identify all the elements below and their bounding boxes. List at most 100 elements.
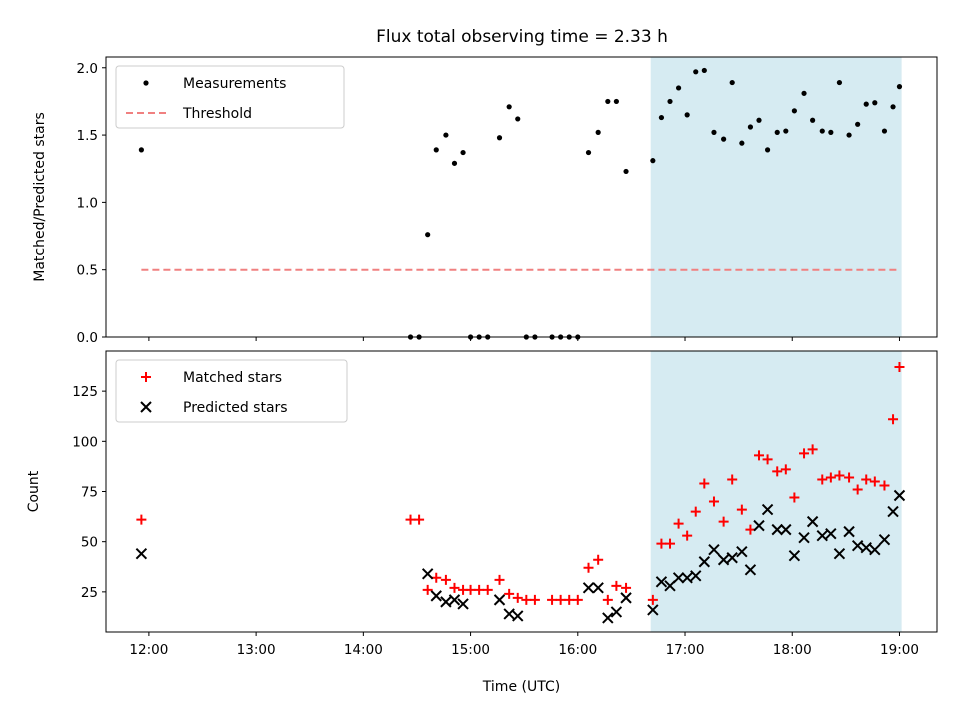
- predicted-stars-point: [448, 594, 461, 606]
- x-tick-label: 14:00: [344, 642, 383, 658]
- predicted-stars-point: [421, 568, 434, 580]
- y-axis-label: Matched/Predicted stars: [32, 112, 48, 282]
- y-tick-label: 25: [81, 585, 98, 601]
- predicted-stars-point: [135, 548, 148, 560]
- matched-stars-point: [852, 484, 863, 495]
- matched-stars-point: [861, 474, 872, 485]
- y-tick-label: 1.5: [77, 128, 98, 144]
- matched-stars-point: [894, 362, 905, 373]
- matched-stars-point: [727, 474, 738, 485]
- x-tick-label: 17:00: [666, 642, 705, 658]
- measurements-point: [451, 160, 458, 166]
- legend-label: Matched stars: [183, 370, 282, 386]
- measurements-point: [443, 132, 449, 138]
- y-tick-label: 2.0: [77, 61, 98, 77]
- y-tick-label: 75: [81, 485, 98, 501]
- predicted-stars-point: [655, 576, 668, 588]
- measurements-point: [801, 90, 807, 96]
- matched-stars-point: [708, 496, 719, 507]
- matched-stars-point: [736, 504, 747, 515]
- measurements-point: [828, 129, 834, 135]
- measurements-point: [496, 135, 503, 141]
- measurements-point: [721, 136, 727, 142]
- predicted-stars-point: [887, 505, 899, 518]
- y-tick-label: 100: [72, 434, 98, 450]
- measurements-point: [460, 149, 466, 156]
- measurements-point: [764, 147, 771, 153]
- measurements-point: [595, 129, 601, 135]
- predicted-stars-point: [440, 596, 452, 608]
- matched-stars-point: [673, 518, 684, 529]
- x-tick-label: 16:00: [558, 642, 597, 658]
- measurements-point: [747, 124, 754, 130]
- predicted-stars-point: [753, 519, 765, 532]
- x-tick-label: 19:00: [880, 642, 919, 658]
- matched-stars-point: [512, 592, 523, 603]
- matched-stars-point: [440, 574, 451, 585]
- measurements-point: [138, 147, 144, 153]
- matched-stars-point: [583, 562, 594, 573]
- measurements-point: [675, 85, 682, 91]
- predicted-stars-point: [780, 523, 792, 536]
- measurements-point: [819, 128, 825, 134]
- matched-stars-point: [690, 506, 701, 517]
- matched-stars-point: [699, 478, 710, 489]
- predicted-stars-point: [430, 590, 442, 602]
- measurements-point: [658, 114, 665, 121]
- predicted-stars-point: [717, 554, 730, 566]
- measurements-point: [667, 98, 673, 105]
- predicted-stars-point: [806, 515, 819, 528]
- predicted-stars-point: [843, 525, 855, 538]
- measurements-point: [739, 140, 745, 146]
- predicted-stars-point: [602, 612, 614, 624]
- predicted-stars-point: [512, 610, 524, 622]
- legend-label: Threshold: [182, 106, 252, 122]
- legend-marker: [140, 401, 152, 413]
- measurements-point: [506, 104, 512, 110]
- matched-stars-point: [656, 538, 667, 549]
- matched-stars-point: [888, 414, 899, 425]
- measurements-point: [711, 129, 717, 135]
- predicted-stars-point: [744, 564, 757, 576]
- y-tick-label: 0.5: [77, 263, 98, 279]
- matched-stars-point: [593, 554, 604, 565]
- y-tick-label: 1.0: [77, 195, 98, 211]
- matched-stars-point: [879, 480, 890, 491]
- y-tick-label: 125: [72, 384, 98, 400]
- measurements-point: [756, 117, 762, 123]
- matched-stars-point: [414, 514, 425, 525]
- matched-stars-point: [772, 466, 783, 477]
- matched-stars-point: [564, 594, 575, 605]
- predicted-stars-point: [893, 489, 906, 502]
- x-axis-label: Time (UTC): [482, 679, 560, 695]
- matched-stars-point: [682, 530, 693, 541]
- measurements-point: [855, 121, 861, 127]
- matched-stars-point: [555, 594, 566, 605]
- shaded-region: [650, 351, 902, 632]
- measurements-point: [684, 112, 690, 118]
- predicted-stars-point: [825, 527, 837, 540]
- predicted-stars-point: [816, 529, 828, 542]
- predicted-stars-point: [798, 531, 810, 544]
- legend-label: Measurements: [183, 76, 286, 92]
- legend-box: [115, 359, 348, 423]
- matched-stars-point: [780, 464, 791, 475]
- matched-stars-point: [405, 514, 416, 525]
- predicted-stars-point: [878, 533, 891, 546]
- measurements-point: [890, 104, 896, 110]
- shaded-region: [650, 57, 902, 337]
- matched-stars-point: [754, 450, 765, 461]
- measurements-point: [729, 79, 735, 86]
- predicted-stars-point: [869, 543, 881, 556]
- matched-stars-point: [422, 584, 433, 595]
- bottom-panel: 25 50 75 100 125 12:00 13:00 14:00 15:00 16:00 17:…: [26, 350, 938, 695]
- matched-stars-point: [869, 476, 880, 487]
- measurements-point: [846, 132, 852, 138]
- measurements-point: [774, 129, 780, 135]
- measurements-point: [515, 116, 521, 122]
- predicted-stars-point: [503, 608, 515, 620]
- top-panel: 0.0 0.5 1.0 1.5 2.0 Matched/Predicted stars Me…: [32, 56, 938, 346]
- x-tick-label: 12:00: [129, 642, 168, 658]
- matched-stars-point: [807, 444, 818, 455]
